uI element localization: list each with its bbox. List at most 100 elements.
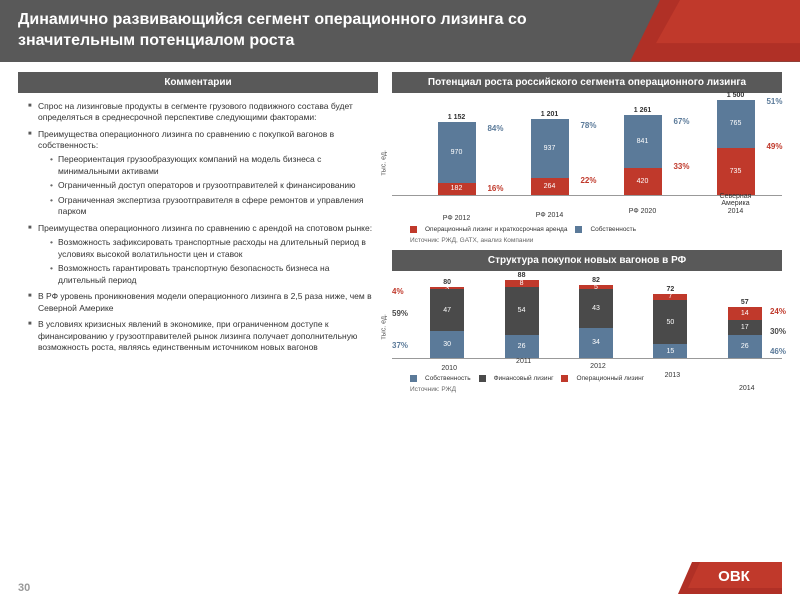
chart2: тыс. ед. 8030473201088265482011823443520… [392, 279, 782, 393]
bar-category: 2014 [717, 385, 777, 393]
bar-segment: 34 [579, 328, 613, 358]
bar-group: 88265482011 [505, 272, 539, 358]
sub-bullet: Возможность гарантировать транспортную б… [48, 263, 378, 286]
bar-segment: 264 [531, 178, 569, 195]
bullet-item: В РФ уровень проникновения модели операц… [28, 291, 378, 314]
bar-stack: 182970 [438, 122, 476, 195]
pct-label: 84% [487, 124, 503, 133]
bar-total: 1 201 [541, 111, 559, 118]
pct-label: 59% [392, 309, 408, 318]
bar-stack: 15507 [653, 294, 687, 358]
bar-group: 1 152182970РФ 201284%16% [438, 114, 476, 195]
pct-label: 33% [673, 162, 689, 171]
chart2-ylabel: тыс. ед. [381, 314, 388, 339]
chart1-title: Потенциал роста российского сегмента опе… [392, 72, 782, 93]
bar-segment: 26 [728, 335, 762, 358]
bar-group: 82344352012 [579, 277, 613, 358]
bar-group: 1 261420841РФ 202067%33% [624, 107, 662, 195]
legend-swatch [479, 375, 486, 382]
bullet-item: В условиях кризисных явлений в экономике… [28, 319, 378, 353]
chart1-source: Источник: РЖД, GATX, анализ Компании [392, 237, 782, 244]
bar-category: 2013 [642, 372, 702, 380]
sub-bullet: Переориентация грузообразующих компаний … [48, 154, 378, 177]
sub-bullet: Ограниченный доступ операторов и грузоот… [48, 180, 378, 191]
bar-segment: 841 [624, 115, 662, 168]
pct-label: 51% [766, 97, 782, 106]
bar-segment: 15 [653, 344, 687, 357]
pct-label: 78% [580, 121, 596, 130]
pct-label: 46% [770, 347, 786, 356]
bar-group: 572617142014 [728, 299, 762, 358]
comments-title: Комментарии [18, 72, 378, 93]
bullet-item: Спрос на лизинговые продукты в сегменте … [28, 101, 378, 124]
bar-segment: 970 [438, 122, 476, 183]
pct-label: 67% [673, 117, 689, 126]
bar-segment: 735 [717, 148, 755, 195]
page-number: 30 [18, 582, 30, 594]
bar-category: 2010 [419, 365, 479, 373]
sub-bullet: Возможность зафиксировать транспортные р… [48, 237, 378, 260]
bullet-item: Преимущества операционного лизинга по ср… [28, 129, 378, 218]
pct-label: 4% [392, 287, 404, 296]
bar-segment: 54 [505, 287, 539, 335]
bar-segment: 182 [438, 183, 476, 195]
legend-item: Операционный лизинг [561, 375, 644, 382]
bar-group: 72155072013 [653, 286, 687, 358]
pct-label: 22% [580, 176, 596, 185]
chart2-panel: Структура покупок новых вагонов в РФ тыс… [392, 250, 782, 393]
slide-header: Динамично развивающийся сегмент операцио… [0, 0, 800, 62]
pct-label: 49% [766, 142, 782, 151]
pct-label: 37% [392, 341, 408, 350]
bar-category: 2012 [568, 363, 628, 371]
comments-body: Спрос на лизинговые продукты в сегменте … [18, 101, 378, 354]
bar-segment: 43 [579, 289, 613, 327]
slide-title: Динамично развивающийся сегмент операцио… [18, 10, 538, 52]
bar-segment: 937 [531, 119, 569, 178]
bar-group: 80304732010 [430, 279, 464, 358]
legend-item: Операционный лизинг и краткосрочная арен… [410, 226, 567, 233]
chart1-panel: Потенциал роста российского сегмента опе… [392, 72, 782, 244]
legend-swatch [561, 375, 568, 382]
chart2-legend: Собственность Финансовый лизинг Операционн… [392, 375, 782, 382]
bar-segment: 50 [653, 300, 687, 344]
bar-group: 1 201264937РФ 201478%22% [531, 111, 569, 195]
bar-stack: 34435 [579, 285, 613, 358]
bar-segment: 47 [430, 289, 464, 331]
bar-segment: 8 [505, 280, 539, 287]
pct-label: 30% [770, 327, 786, 336]
bar-segment: 30 [430, 331, 464, 358]
bar-segment: 26 [505, 335, 539, 358]
bar-stack: 261714 [728, 307, 762, 358]
legend-item: Собственность [410, 375, 471, 382]
svg-text:ОВК: ОВК [718, 568, 751, 585]
bar-total: 1 500 [727, 92, 745, 99]
chart1-ylabel: тыс. ед. [381, 150, 388, 175]
logo: ОВК [672, 562, 782, 594]
legend-swatch [410, 375, 417, 382]
bar-category: РФ 2014 [520, 212, 580, 220]
bar-stack: 264937 [531, 119, 569, 195]
legend-swatch [575, 226, 582, 233]
bar-group: 1 500735765СевернаяАмерика201451%49% [717, 92, 755, 195]
bar-stack: 30473 [430, 287, 464, 358]
bar-category: РФ 2012 [427, 215, 487, 223]
bar-segment: 17 [728, 320, 762, 335]
legend-item: Финансовый лизинг [479, 375, 554, 382]
chart1-legend: Операционный лизинг и краткосрочная арен… [392, 226, 782, 233]
comments-panel: Комментарии Спрос на лизинговые продукты… [18, 72, 378, 399]
legend-swatch [410, 226, 417, 233]
bar-segment: 765 [717, 100, 755, 148]
bar-total: 72 [666, 286, 674, 293]
bar-category: 2011 [494, 358, 554, 366]
bar-stack: 26548 [505, 280, 539, 358]
bar-stack: 420841 [624, 115, 662, 195]
sub-bullet: Ограниченная экспертиза грузоотправителя… [48, 195, 378, 218]
chart1: тыс. ед. 1 152182970РФ 201284%16%1 20126… [392, 101, 782, 244]
bar-segment: 420 [624, 168, 662, 195]
footer: 30 ОВК [18, 562, 782, 594]
bar-total: 1 261 [634, 107, 652, 114]
bullet-item: Преимущества операционного лизинга по ср… [28, 223, 378, 286]
bar-total: 57 [741, 299, 749, 306]
legend-item: Собственность [575, 226, 636, 233]
bar-segment: 14 [728, 307, 762, 319]
